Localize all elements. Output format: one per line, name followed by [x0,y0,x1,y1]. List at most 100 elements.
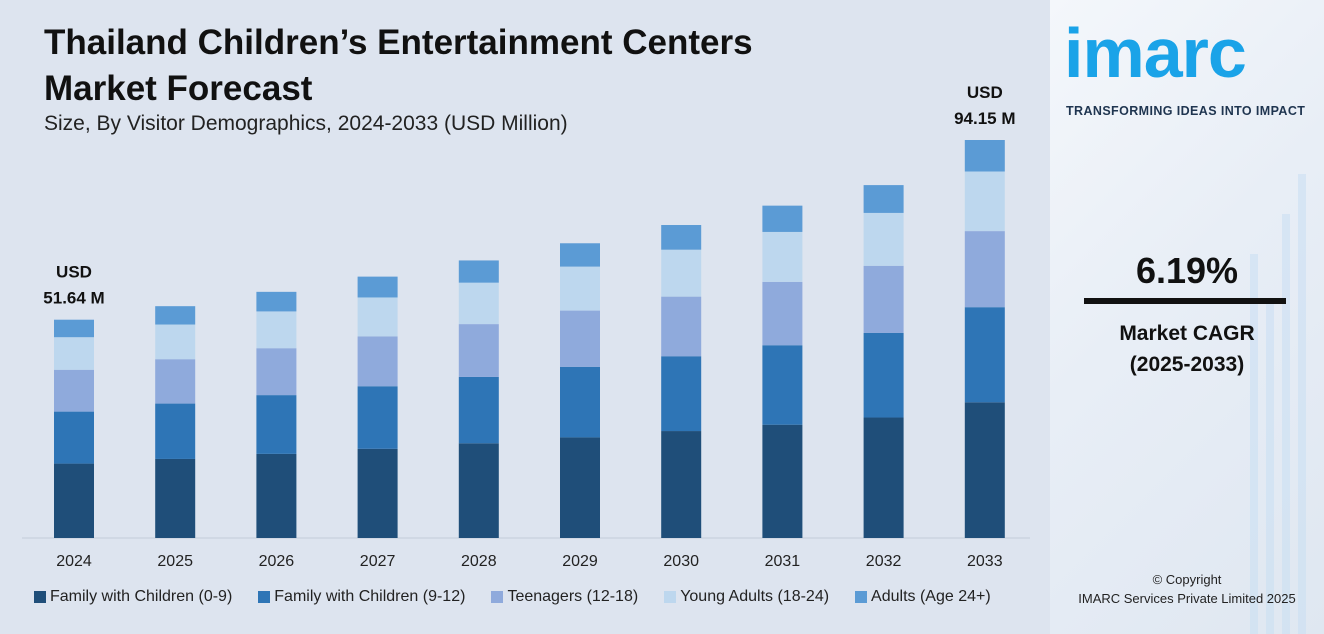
bar-segment-family-0-9-2026 [256,453,297,538]
bar-segment-teenagers-2030 [661,296,702,357]
bar-segment-teenagers-2031 [762,281,803,346]
bar-segment-young-adults-2028 [458,282,499,325]
x-tick-label-2029: 2029 [562,553,598,570]
copyright-line2: IMARC Services Private Limited 2025 [1078,591,1296,606]
x-tick-label-2033: 2033 [967,553,1003,570]
total-annotation-2033-line1: USD [967,83,1003,102]
bar-segment-teenagers-2028 [458,324,499,377]
legend-label: Family with Children (9-12) [274,588,466,605]
bar-segment-family-0-9-2025 [155,458,196,538]
bar-segment-adults-2030 [661,225,702,250]
x-tick-label-2024: 2024 [56,553,92,570]
bar-segment-adults-2028 [458,260,499,283]
bar-segment-young-adults-2027 [357,297,398,337]
legend-swatch [855,591,868,603]
logo-tagline: TRANSFORMING IDEAS INTO IMPACT [1066,104,1306,118]
legend-swatch [664,591,677,603]
x-tick-label-2031: 2031 [765,553,801,570]
bar-segment-family-9-12-2027 [357,386,398,449]
bar-segment-family-9-12-2025 [155,403,196,459]
bar-segment-family-0-9-2032 [863,417,904,538]
bar-segment-teenagers-2029 [560,310,600,367]
cagr-label-line1: Market CAGR [1119,322,1255,345]
bar-segment-teenagers-2033 [964,231,1005,308]
legend-item-family-9-12: Family with Children (9-12) [258,588,465,606]
x-tick-label-2026: 2026 [259,553,295,570]
bar-segment-family-0-9-2028 [458,443,499,538]
bar-segment-family-0-9-2029 [560,437,600,538]
cagr-value: 6.19% [1135,250,1239,291]
bar-segment-adults-2024 [54,319,94,338]
copyright-notice: © Copyright IMARC Services Private Limit… [1050,570,1324,608]
decorative-bar [1250,254,1258,634]
legend-item-teenagers: Teenagers (12-18) [491,588,638,606]
bar-segment-adults-2026 [256,291,297,312]
bar-segment-teenagers-2024 [54,369,94,412]
legend-item-family-0-9: Family with Children (0-9) [34,588,232,606]
bar-segment-adults-2032 [863,185,904,213]
legend-label: Family with Children (0-9) [50,588,233,605]
chart-title-line1: Thailand Children’s Entertainment Center… [44,23,753,62]
chart-title: Thailand Children’s Entertainment Center… [44,20,753,112]
bar-segment-teenagers-2032 [863,265,904,333]
chart-title-line2: Market Forecast [44,69,313,108]
total-annotation-2033-line2: 94.15 M [954,109,1015,128]
chart-panel: Thailand Children’s Entertainment Center… [0,0,1050,634]
bar-segment-adults-2025 [155,306,196,325]
bar-segment-family-9-12-2033 [964,307,1005,403]
bar-segment-family-9-12-2032 [863,332,904,418]
legend-item-adults: Adults (Age 24+) [855,588,991,606]
bar-segment-family-0-9-2027 [357,448,398,538]
chart-legend: Family with Children (0-9) Family with Ch… [34,588,1017,606]
bar-segment-family-0-9-2030 [661,431,702,538]
decorative-bar [1282,214,1290,634]
x-tick-label-2025: 2025 [157,553,193,570]
brand-panel: imarc TRANSFORMING IDEAS INTO IMPACT 6.1… [1050,0,1324,634]
bar-segment-young-adults-2029 [560,266,600,311]
bar-segment-young-adults-2031 [762,231,803,282]
copyright-line1: © Copyright [1152,572,1222,587]
legend-swatch [34,591,46,603]
chart-subtitle: Size, By Visitor Demographics, 2024-2033… [44,112,568,135]
stacked-bar-chart: 2024 USD 51.64 M 2025 2026 2027 2028 2029 2030 20… [22,83,1030,570]
bar-segment-adults-2031 [762,205,803,232]
bar-segment-teenagers-2027 [357,336,398,387]
bar-segment-adults-2027 [357,276,398,298]
legend-swatch [491,591,504,603]
cagr-label: Market CAGR (2025-2033) [1050,318,1324,380]
decorative-bar [1266,304,1274,634]
x-tick-label-2028: 2028 [461,553,497,570]
bar-segment-family-9-12-2024 [54,411,94,464]
legend-swatch [258,591,271,603]
bar-segment-teenagers-2026 [256,348,297,396]
decorative-bar [1298,174,1306,634]
bar-segment-young-adults-2025 [155,324,196,360]
legend-label: Teenagers (12-18) [507,588,639,605]
bar-segment-family-9-12-2031 [762,345,803,425]
x-tick-label-2030: 2030 [663,553,699,570]
bar-segment-adults-2033 [964,140,1005,172]
total-annotation-2024-line1: USD [56,263,92,282]
bar-segment-teenagers-2025 [155,359,196,404]
bar-segment-family-0-9-2033 [964,402,1005,538]
cagr-divider [1084,298,1286,304]
legend-label: Adults (Age 24+) [871,588,991,605]
bar-segment-young-adults-2033 [964,171,1005,232]
bar-segment-young-adults-2026 [256,311,297,349]
bar-segment-adults-2029 [560,243,600,267]
x-tick-label-2032: 2032 [866,553,902,570]
imarc-logo: imarc [1064,14,1247,92]
bar-segment-family-9-12-2028 [458,376,499,444]
total-annotation-2024-line2: 51.64 M [43,289,104,308]
bar-segment-young-adults-2032 [863,212,904,266]
x-tick-label-2027: 2027 [360,553,396,570]
legend-item-young-adults: Young Adults (18-24) [664,588,829,606]
bar-segment-family-9-12-2030 [661,356,702,432]
bar-segment-young-adults-2030 [661,249,702,297]
legend-label: Young Adults (18-24) [680,588,830,605]
bar-segment-family-9-12-2026 [256,395,297,454]
bar-segment-family-0-9-2024 [54,463,94,538]
bar-segment-family-0-9-2031 [762,424,803,538]
bar-segment-family-9-12-2029 [560,366,600,438]
cagr-label-line2: (2025-2033) [1129,353,1245,376]
